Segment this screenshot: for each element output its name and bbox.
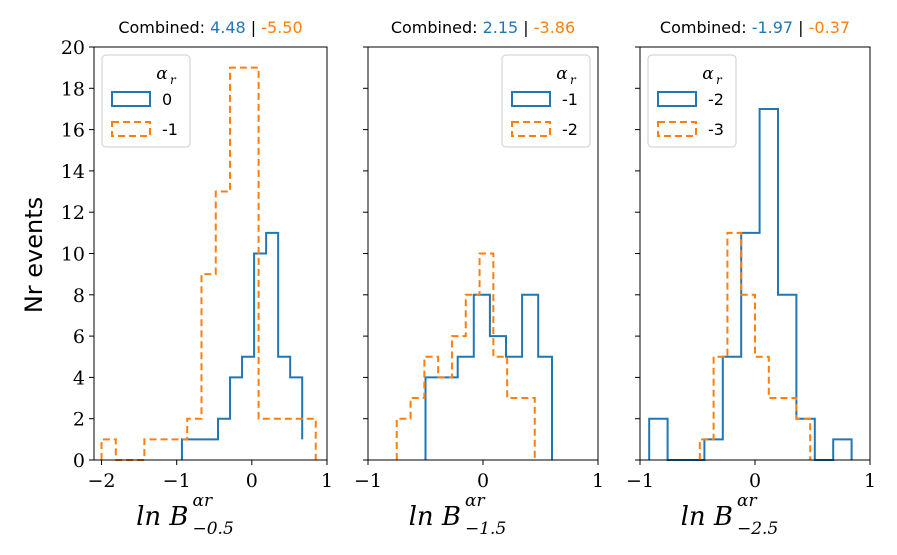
legend-title-subscript: r <box>716 73 723 87</box>
histogram-series-orange <box>395 252 536 460</box>
legend-swatch-blue <box>511 91 551 107</box>
y-tick-label: 0 <box>73 450 85 472</box>
y-tick-label: 12 <box>61 202 85 224</box>
title-value-orange: -0.37 <box>809 18 850 37</box>
legend-box <box>501 54 591 148</box>
legend-title: α <box>556 64 568 84</box>
legend: α r -1 -2 <box>501 54 591 148</box>
legend-label: -1 <box>162 120 178 139</box>
legend-swatch-blue <box>657 91 697 107</box>
x-axis-label-superscript: αr <box>465 491 485 511</box>
x-axis-label: ln B <box>681 502 733 532</box>
y-tick-label: 2 <box>73 409 85 431</box>
title-prefix: Combined: <box>118 18 210 37</box>
legend-swatch-orange <box>111 121 151 137</box>
y-tick-label: 10 <box>61 244 85 266</box>
title-value-blue: 4.48 <box>210 18 246 37</box>
x-axis-label-superscript: αr <box>737 491 757 511</box>
title-separator: | <box>793 18 809 37</box>
legend-swatch-orange <box>511 121 551 137</box>
title-value-blue: 2.15 <box>483 18 519 37</box>
title-value-orange: -3.86 <box>534 18 575 37</box>
x-tick-label: −2 <box>88 470 116 492</box>
y-tick-label: 14 <box>61 161 85 183</box>
y-tick-label: 16 <box>61 120 85 142</box>
x-axis-label-subscript: −2.5 <box>737 519 778 539</box>
y-tick-label: 4 <box>73 367 85 389</box>
histogram-series-blue <box>180 231 304 460</box>
title-prefix: Combined: <box>391 18 483 37</box>
legend-box <box>647 54 737 148</box>
legend: α r 0 -1 <box>101 54 191 148</box>
x-tick-label: −1 <box>626 470 654 492</box>
x-axis-label-subscript: −1.5 <box>465 519 506 539</box>
x-axis-label: ln B <box>136 502 188 532</box>
title-value-orange: -5.50 <box>261 18 302 37</box>
x-axis-label-superscript: αr <box>193 491 213 511</box>
panel-title: Combined: 2.15 | -3.86 <box>391 18 575 37</box>
y-tick-label: 6 <box>73 326 85 348</box>
x-axis-label-subscript: −0.5 <box>193 519 234 539</box>
x-tick-label: −1 <box>354 470 382 492</box>
panel-title: Combined: -1.97 | -0.37 <box>660 18 850 37</box>
legend-title-subscript: r <box>570 73 577 87</box>
x-tick-label: −1 <box>163 470 191 492</box>
legend-swatch-orange <box>657 121 697 137</box>
y-axis-label: Nr events <box>20 197 48 313</box>
legend-title-subscript: r <box>170 73 177 87</box>
y-tick-label: 8 <box>73 285 85 307</box>
y-tick-label: 18 <box>61 78 85 100</box>
legend-label: -3 <box>708 120 724 139</box>
legend-label: -1 <box>562 90 578 109</box>
x-tick-label: 1 <box>321 470 333 492</box>
title-separator: | <box>246 18 262 37</box>
histogram-series-orange <box>698 231 812 460</box>
legend-label: 0 <box>162 90 172 109</box>
y-tick-label: 20 <box>61 37 85 59</box>
legend-box <box>101 54 191 148</box>
legend-title: α <box>702 64 714 84</box>
x-tick-label: 1 <box>592 470 604 492</box>
title-separator: | <box>518 18 534 37</box>
panel-title: Combined: 4.48 | -5.50 <box>118 18 302 37</box>
legend: α r -2 -3 <box>647 54 737 148</box>
title-value-blue: -1.97 <box>752 18 793 37</box>
title-prefix: Combined: <box>660 18 752 37</box>
x-tick-label: 0 <box>749 470 761 492</box>
x-tick-label: 0 <box>246 470 258 492</box>
legend-title: α <box>156 64 168 84</box>
x-axis-label: ln B <box>409 502 461 532</box>
histogram-series-blue <box>648 107 853 461</box>
legend-label: -2 <box>708 90 724 109</box>
x-tick-label: 1 <box>864 470 876 492</box>
x-tick-label: 0 <box>477 470 489 492</box>
legend-label: -2 <box>562 120 578 139</box>
legend-swatch-blue <box>111 91 151 107</box>
